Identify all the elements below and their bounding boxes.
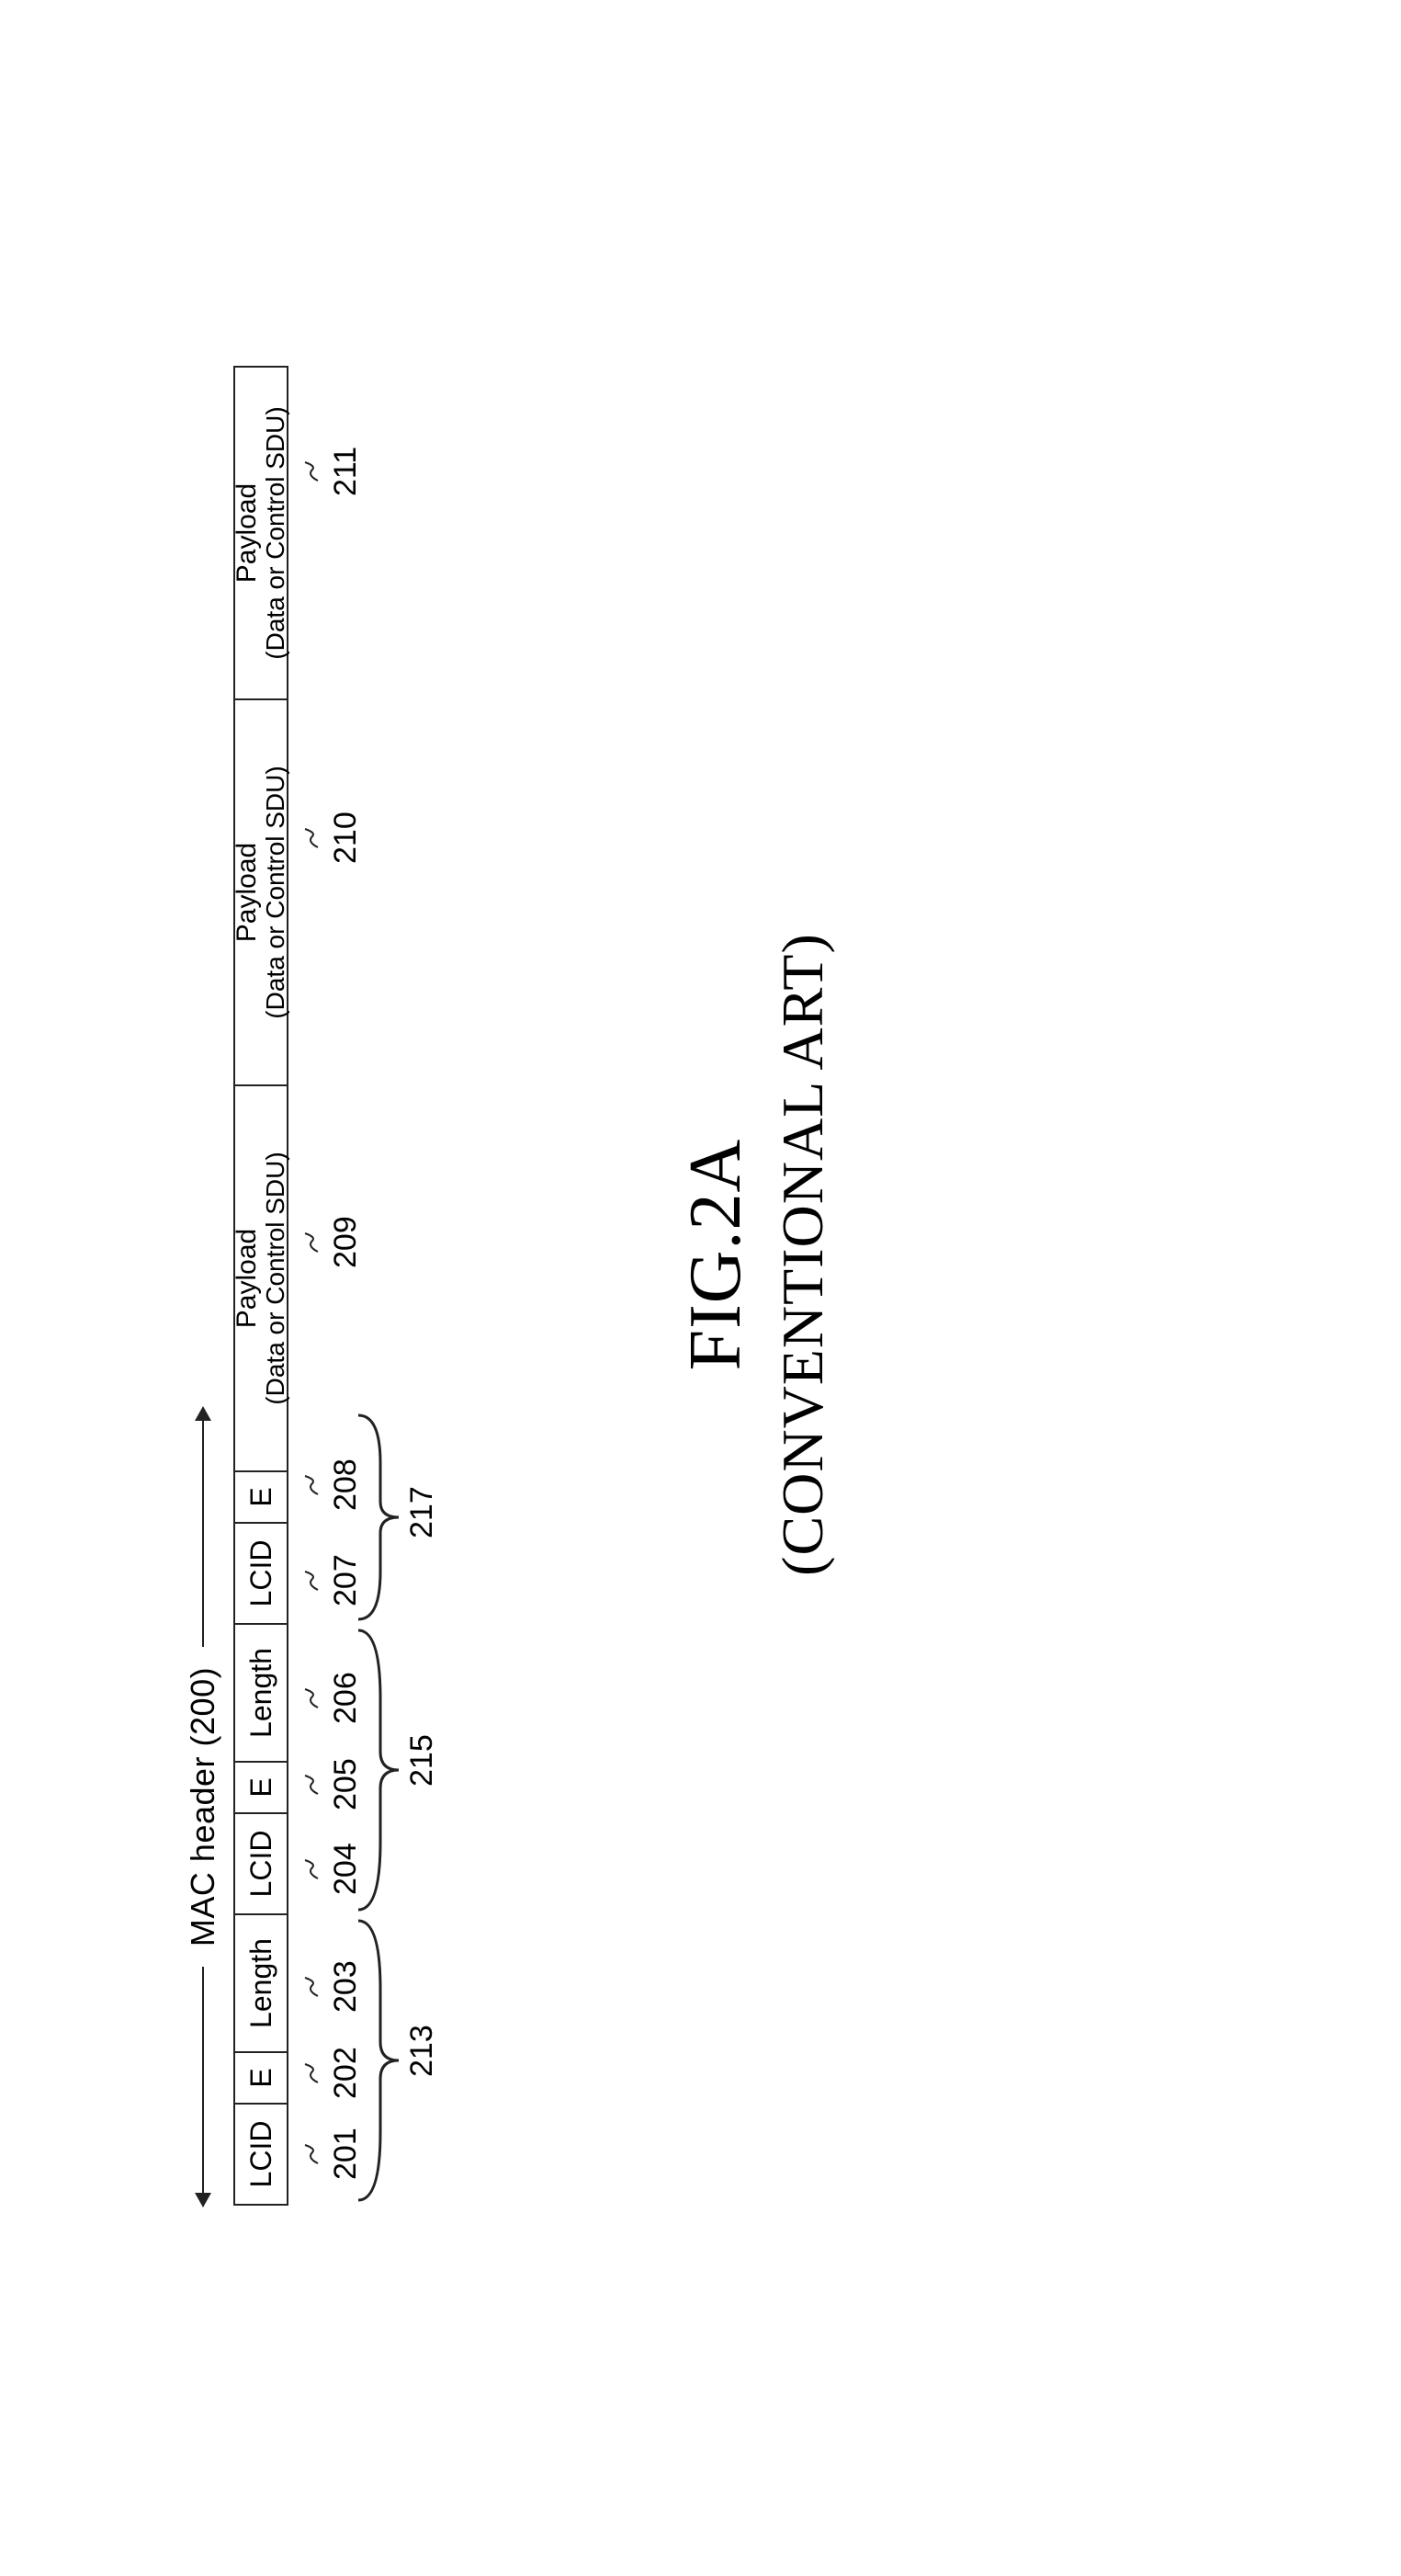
- cell-e-2: E: [235, 1761, 287, 1812]
- lead-line-icon: [301, 2060, 322, 2086]
- ref-211: 211: [292, 447, 364, 496]
- payload-bot-2: (Data or Control SDU): [262, 766, 290, 1018]
- brace-213-label: 213: [404, 2025, 440, 2077]
- ref-209-label: 209: [328, 1216, 363, 1268]
- lead-line-icon: [301, 1974, 322, 2000]
- brace-215-label: 215: [404, 1734, 440, 1787]
- cell-e-3: E: [235, 1470, 287, 1522]
- cell-payload-3: Payload (Data or Control SDU): [235, 368, 287, 698]
- lead-line-icon: [301, 1230, 322, 1255]
- arrow-right: [202, 1408, 204, 1647]
- cell-lcid-2: LCID: [235, 1812, 287, 1913]
- cell-lcid-3: LCID: [235, 1522, 287, 1623]
- ref-211-label: 211: [328, 447, 363, 496]
- payload-top-3: Payload: [232, 483, 262, 583]
- brace-row: 213 215 217: [353, 1408, 454, 2206]
- mac-pdu-strip: LCID E Length LCID E Length LCID E Paylo…: [233, 366, 288, 2206]
- lead-line-icon: [301, 1772, 322, 1798]
- ref-209: 209: [292, 1216, 364, 1268]
- brace-217-label: 217: [404, 1486, 440, 1538]
- lead-line-icon: [301, 825, 322, 851]
- payload-bot-3: (Data or Control SDU): [262, 406, 290, 659]
- reference-numbers: 201 202 203 204 205 206: [288, 303, 353, 2206]
- arrow-left: [202, 1967, 204, 2206]
- lead-line-icon: [301, 1472, 322, 1498]
- page: MAC header (200) LCID E Length LCID E Le…: [0, 0, 1401, 2576]
- diagram-panel: MAC header (200) LCID E Length LCID E Le…: [184, 184, 837, 2206]
- lead-line-icon: [301, 1685, 322, 1711]
- lead-line-icon: [301, 2141, 322, 2167]
- cell-payload-1: Payload (Data or Control SDU): [235, 1084, 287, 1470]
- brace-213: [353, 1915, 408, 2206]
- ref-210-label: 210: [328, 811, 363, 864]
- cell-lcid-1: LCID: [235, 2103, 287, 2204]
- cell-payload-2: Payload (Data or Control SDU): [235, 698, 287, 1084]
- mac-header-span: MAC header (200): [184, 1408, 222, 2206]
- payload-top-1: Payload: [232, 1229, 262, 1328]
- lead-line-icon: [301, 1856, 322, 1882]
- brace-215: [353, 1625, 408, 1915]
- lead-line-icon: [301, 1568, 322, 1594]
- lead-line-icon: [301, 459, 322, 484]
- figure-caption: FIG.2A (CONVENTIONAL ART): [674, 303, 837, 2206]
- figure-title: FIG.2A: [675, 1139, 756, 1371]
- ref-210: 210: [292, 811, 364, 864]
- payload-top-2: Payload: [232, 843, 262, 942]
- brace-217: [353, 1410, 408, 1625]
- cell-length-1: Length: [235, 1913, 287, 2051]
- cell-length-2: Length: [235, 1623, 287, 1761]
- mac-header-label: MAC header (200): [184, 1647, 222, 1967]
- payload-bot-1: (Data or Control SDU): [262, 1152, 290, 1404]
- cell-e-1: E: [235, 2051, 287, 2103]
- figure-subtitle: (CONVENTIONAL ART): [769, 303, 837, 2206]
